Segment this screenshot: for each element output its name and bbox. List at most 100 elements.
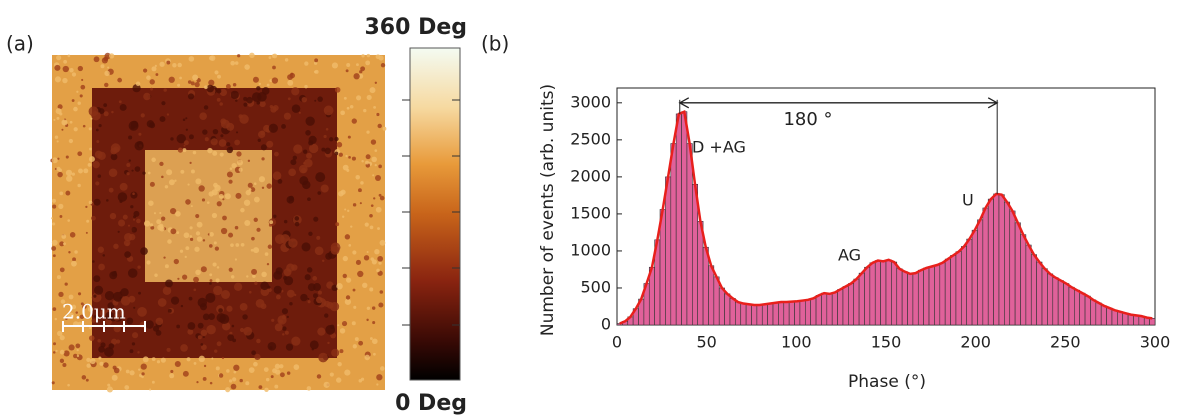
texture <box>124 385 130 390</box>
texture <box>68 294 74 300</box>
texture <box>351 321 356 326</box>
texture <box>372 174 375 177</box>
texture <box>119 199 123 203</box>
texture <box>89 358 96 365</box>
texture <box>103 56 109 62</box>
texture <box>254 281 258 286</box>
texture <box>166 347 171 352</box>
texture <box>226 171 233 178</box>
bar <box>681 111 688 326</box>
texture <box>185 128 188 131</box>
texture <box>361 159 364 163</box>
texture <box>266 140 274 148</box>
texture <box>77 183 81 188</box>
texture <box>159 211 162 215</box>
texture <box>52 222 56 226</box>
texture <box>209 273 213 277</box>
texture <box>190 205 193 208</box>
texture <box>188 134 194 140</box>
texture <box>77 101 81 105</box>
bar <box>1063 283 1070 326</box>
texture <box>59 335 65 341</box>
texture <box>214 349 218 353</box>
texture <box>137 306 147 317</box>
texture <box>131 226 138 233</box>
texture <box>110 153 118 161</box>
texture <box>63 59 68 64</box>
texture <box>256 227 261 232</box>
texture <box>317 327 326 336</box>
texture <box>376 383 379 386</box>
texture <box>149 181 155 187</box>
texture <box>374 149 378 153</box>
texture <box>221 357 224 360</box>
texture <box>155 330 162 336</box>
texture <box>371 156 377 163</box>
texture <box>142 171 146 175</box>
texture <box>119 103 127 111</box>
texture <box>358 340 364 346</box>
texture <box>309 143 319 154</box>
texture <box>189 161 192 164</box>
texture <box>210 138 218 146</box>
texture <box>257 138 261 142</box>
texture <box>53 342 57 346</box>
texture <box>140 363 147 370</box>
texture <box>228 267 233 272</box>
texture <box>188 296 193 301</box>
texture <box>376 374 383 381</box>
texture <box>372 321 376 325</box>
texture <box>344 208 347 211</box>
texture <box>206 201 210 205</box>
texture <box>325 324 336 335</box>
bar <box>788 301 795 326</box>
texture <box>160 357 166 363</box>
texture <box>126 172 130 176</box>
texture <box>127 268 138 278</box>
texture <box>285 343 294 351</box>
texture <box>156 219 162 225</box>
texture <box>137 265 141 269</box>
texture <box>183 232 190 239</box>
texture <box>128 120 139 131</box>
texture <box>228 232 234 238</box>
texture <box>312 293 318 299</box>
texture <box>54 317 58 321</box>
texture <box>359 202 362 205</box>
texture <box>364 222 369 227</box>
texture <box>249 52 255 59</box>
texture <box>56 55 62 61</box>
texture <box>219 102 223 106</box>
bar <box>1127 314 1134 326</box>
texture <box>66 175 73 182</box>
texture <box>103 362 109 368</box>
texture <box>236 151 242 157</box>
bar <box>1117 311 1124 326</box>
texture <box>380 366 385 371</box>
bar <box>987 198 994 326</box>
texture <box>144 220 151 227</box>
texture <box>240 207 245 213</box>
texture <box>150 87 153 91</box>
texture <box>230 243 234 248</box>
texture <box>330 242 341 253</box>
texture <box>56 140 59 143</box>
texture <box>366 251 369 254</box>
texture <box>314 69 319 74</box>
texture <box>123 239 131 247</box>
texture <box>193 362 197 365</box>
texture <box>215 366 220 371</box>
texture <box>219 88 228 97</box>
texture <box>174 360 181 368</box>
texture <box>230 275 235 279</box>
scale-bar <box>62 321 146 332</box>
texture <box>283 112 291 120</box>
texture <box>272 65 276 70</box>
texture <box>377 227 380 230</box>
texture <box>314 99 317 102</box>
texture <box>112 291 123 302</box>
texture <box>54 167 57 171</box>
texture <box>54 76 62 83</box>
texture <box>233 364 240 371</box>
bar <box>756 304 763 326</box>
